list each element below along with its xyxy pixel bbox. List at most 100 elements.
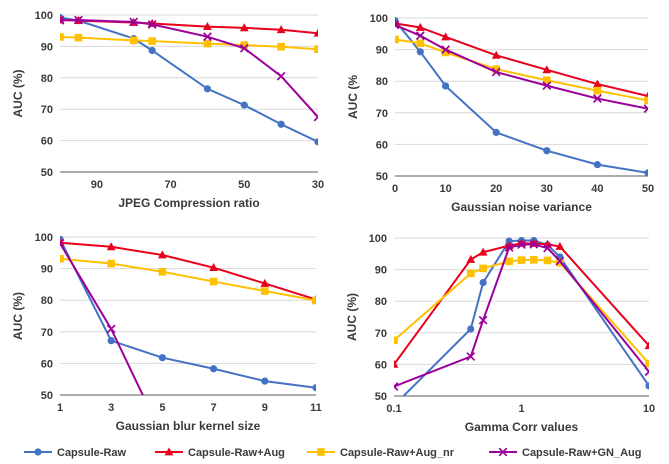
data-point [60, 33, 64, 41]
x-tick-label: 30 [312, 179, 324, 191]
series-line-1 [60, 238, 316, 389]
series-line-2 [60, 241, 316, 301]
y-tick-label: 80 [376, 76, 388, 88]
x-tick-label: 90 [91, 179, 103, 191]
data-point [209, 263, 218, 272]
y-tick-label: 90 [375, 265, 387, 277]
x-tick-label: 7 [211, 402, 217, 414]
x-tick-label: 0.1 [386, 403, 401, 415]
data-point [415, 31, 425, 41]
x-tick-label: 10 [643, 403, 655, 415]
series-group [394, 237, 649, 396]
data-point [530, 256, 538, 264]
chart-panel-2: 50 60 70 80 90 100 0 10 20 30 40 50 Gaussian noise v… [346, 13, 654, 214]
data-point [543, 147, 551, 155]
chart-panel-4: 50 60 70 80 90 100 0.1 1 10 Gamma Corr values AUC … [345, 233, 655, 434]
x-axis-label: Gaussian blur kernel size [116, 419, 261, 433]
data-point [466, 269, 475, 278]
data-point [504, 243, 514, 252]
data-point [395, 20, 400, 30]
data-point [277, 120, 285, 128]
data-point [645, 382, 649, 390]
y-tick-label: 100 [370, 13, 388, 25]
data-point [415, 22, 425, 31]
data-point [209, 277, 218, 286]
data-point [442, 82, 450, 90]
x-tick-label: 50 [642, 183, 654, 195]
y-tick-label: 90 [41, 264, 53, 276]
chart-panel-3: 50 60 70 80 90 100 1 3 5 7 9 11 Gaussian blur kernel… [11, 232, 322, 433]
legend-marker-cross [498, 447, 508, 457]
data-point [644, 367, 649, 377]
x-tick-label: 0 [392, 183, 398, 195]
y-tick-label: 100 [369, 233, 387, 245]
series-group [395, 17, 648, 176]
series-group [60, 236, 316, 395]
data-point [593, 86, 602, 95]
data-point [644, 169, 648, 176]
data-point [60, 15, 65, 25]
y-tick-label: 50 [41, 167, 53, 179]
y-tick-label: 100 [35, 232, 53, 244]
data-point [60, 255, 64, 263]
data-point [478, 315, 488, 325]
x-axis-label: Gamma Corr values [465, 420, 579, 434]
y-tick-label: 70 [375, 328, 387, 340]
x-tick-label: 40 [591, 183, 603, 195]
data-point [276, 25, 286, 34]
data-point [517, 240, 526, 250]
x-axis-label: Gaussian noise variance [451, 200, 592, 214]
y-axis-label: AUC (%) [345, 293, 359, 341]
data-point [312, 296, 316, 305]
data-point [107, 337, 115, 345]
legend-label: Capsule-Raw+GN_Aug [522, 447, 642, 459]
x-axis-label: JPEG Compression ratio [118, 196, 259, 210]
y-tick-label: 70 [41, 327, 53, 339]
data-point [644, 341, 649, 350]
data-point [276, 71, 286, 81]
data-point [555, 241, 565, 250]
data-point [240, 101, 248, 109]
data-point [203, 32, 212, 42]
data-point [74, 33, 83, 42]
data-point [312, 384, 316, 392]
data-point [74, 15, 83, 25]
data-point [147, 20, 157, 29]
y-axis-label: AUC (%) [11, 70, 25, 118]
data-point [210, 365, 218, 373]
data-point [395, 35, 399, 44]
x-tick-label: 20 [490, 183, 502, 195]
y-tick-label: 50 [41, 390, 53, 402]
series-group [60, 14, 318, 146]
legend-marker-circle [34, 448, 42, 456]
data-point [148, 37, 156, 45]
x-tick-label: 50 [238, 179, 250, 191]
chart-panel-1: 50 60 70 80 90 100 90 70 50 30 JPEG Compression ra… [11, 10, 324, 210]
series-line-3 [60, 257, 316, 302]
data-point [261, 287, 269, 295]
data-point [644, 96, 648, 105]
x-tick-label: 30 [541, 183, 553, 195]
y-tick-label: 80 [41, 73, 53, 85]
data-point [158, 250, 167, 259]
series-line-3 [60, 35, 318, 51]
data-point [593, 79, 602, 88]
data-point [643, 104, 648, 114]
data-point [239, 23, 249, 32]
data-point [314, 45, 318, 54]
data-point [542, 65, 552, 74]
x-tick-label: 3 [108, 402, 114, 414]
series-line-4 [60, 19, 318, 118]
series-line-1 [60, 16, 318, 143]
data-point [593, 161, 602, 169]
data-point [441, 32, 450, 41]
data-point [239, 43, 249, 53]
data-point [478, 247, 488, 256]
data-point [543, 243, 552, 253]
data-point [203, 39, 212, 48]
data-point [479, 278, 487, 287]
data-point [505, 257, 513, 266]
data-point [543, 76, 551, 85]
data-point [106, 324, 116, 334]
data-point [203, 22, 212, 31]
